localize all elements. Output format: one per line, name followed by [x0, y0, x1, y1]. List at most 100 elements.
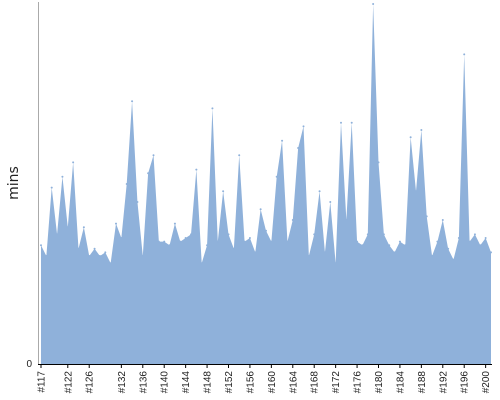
- y-tick-label: 0: [26, 359, 32, 370]
- x-tick-label: #132: [117, 371, 128, 394]
- data-point: [270, 240, 273, 243]
- data-point: [259, 208, 262, 211]
- data-point: [109, 262, 112, 265]
- data-point: [243, 240, 246, 243]
- data-point: [457, 237, 460, 239]
- data-point: [125, 183, 128, 185]
- data-point: [173, 222, 176, 225]
- data-point: [382, 233, 385, 236]
- data-point: [350, 121, 353, 124]
- data-point: [329, 201, 332, 203]
- data-point: [291, 219, 294, 221]
- data-point: [307, 255, 310, 257]
- data-point: [131, 100, 134, 103]
- data-point: [200, 262, 203, 265]
- data-point: [93, 247, 96, 250]
- data-point: [238, 154, 241, 157]
- x-tick-label: #168: [310, 371, 321, 394]
- data-point: [313, 233, 316, 236]
- data-point: [211, 107, 214, 110]
- data-point: [163, 240, 166, 243]
- data-point: [468, 240, 471, 243]
- data-point: [447, 247, 450, 250]
- x-tick-label: #136: [138, 371, 149, 394]
- data-point: [136, 201, 139, 203]
- data-point: [452, 258, 455, 261]
- data-point: [490, 251, 492, 254]
- data-point: [216, 240, 219, 243]
- x-tick-label: #122: [63, 371, 74, 394]
- x-tick-label: #164: [288, 371, 299, 394]
- data-point: [120, 237, 123, 239]
- data-point: [168, 244, 171, 247]
- x-tick-label: #192: [438, 371, 449, 394]
- data-point: [463, 53, 466, 56]
- x-tick-label: #126: [85, 371, 96, 394]
- x-tick-label: #200: [481, 371, 492, 394]
- data-point: [361, 244, 364, 247]
- x-tick-label: #176: [353, 371, 364, 394]
- data-point: [50, 186, 53, 189]
- y-axis-ticks: 0: [26, 359, 32, 370]
- data-point: [227, 233, 230, 236]
- data-point: [415, 190, 417, 193]
- x-tick-label: #148: [203, 371, 214, 394]
- data-point: [436, 240, 439, 243]
- data-point: [388, 244, 391, 247]
- x-tick-label: #196: [460, 371, 471, 394]
- area-series: [41, 4, 491, 364]
- x-tick-label: #180: [374, 371, 385, 394]
- data-point: [334, 262, 337, 265]
- data-point: [184, 237, 187, 239]
- data-point: [141, 255, 144, 257]
- data-point: [222, 190, 225, 193]
- data-point: [345, 219, 348, 221]
- data-point: [281, 139, 284, 142]
- data-point: [275, 175, 278, 178]
- data-point: [398, 240, 401, 243]
- data-point: [377, 161, 380, 164]
- x-tick-label: #117: [37, 371, 48, 393]
- data-point: [473, 233, 476, 236]
- data-point: [420, 129, 423, 131]
- data-point: [356, 240, 359, 243]
- data-point: [441, 219, 444, 221]
- data-point: [479, 244, 482, 247]
- data-point: [318, 190, 321, 193]
- x-tick-label: #140: [160, 371, 171, 394]
- data-point: [45, 255, 48, 257]
- x-tick-label: #144: [181, 371, 192, 394]
- data-point: [372, 3, 375, 5]
- data-point: [88, 255, 91, 257]
- data-point: [61, 175, 64, 178]
- data-point: [254, 251, 257, 254]
- data-point: [404, 244, 407, 247]
- x-tick-label: #156: [245, 371, 256, 394]
- data-point: [248, 237, 251, 239]
- x-tick-label: #172: [331, 371, 342, 394]
- data-point: [179, 240, 182, 243]
- data-point: [77, 247, 80, 250]
- plot-area: [40, 3, 492, 364]
- data-point: [425, 215, 428, 218]
- data-point: [82, 226, 85, 229]
- data-point: [72, 161, 75, 164]
- data-point: [265, 229, 267, 232]
- x-tick-label: #184: [395, 371, 406, 394]
- data-point: [340, 121, 342, 124]
- data-point: [286, 240, 289, 243]
- data-point: [157, 240, 160, 243]
- data-point: [115, 222, 117, 225]
- data-point: [302, 125, 305, 128]
- data-point: [484, 237, 487, 239]
- data-point: [190, 233, 192, 236]
- data-point: [409, 136, 412, 139]
- data-point: [66, 226, 69, 229]
- data-point: [323, 251, 326, 254]
- x-tick-label: #160: [267, 371, 278, 394]
- data-point: [147, 172, 150, 175]
- x-tick-label: #152: [224, 371, 235, 394]
- x-tick-label: #188: [417, 371, 428, 394]
- data-point: [366, 233, 369, 236]
